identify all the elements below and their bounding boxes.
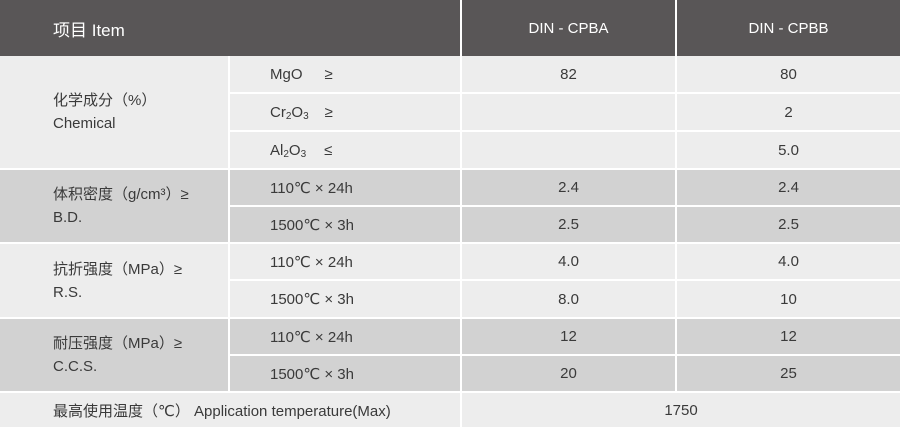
- formula-o: O: [288, 141, 301, 159]
- value-cpbb: 5.0: [677, 132, 900, 168]
- group-label-cn: 耐压强度（MPa）≥: [53, 335, 183, 352]
- value-cpbb: 80: [677, 56, 900, 92]
- value-cpba: [462, 132, 675, 168]
- header-col-cpba: DIN - CPBA: [462, 0, 675, 56]
- value-cpba: 12: [462, 319, 675, 354]
- operator: ≥: [324, 103, 333, 121]
- value-cpba: 2.5: [462, 207, 675, 242]
- value-cpbb: 2: [677, 94, 900, 130]
- value-cpba: 2.4: [462, 170, 675, 205]
- value-cpba: 82: [462, 56, 675, 92]
- value-cpbb: 4.0: [677, 244, 900, 279]
- value-cpbb: 2.5: [677, 207, 900, 242]
- condition-cell: 1500℃ × 3h: [230, 207, 460, 242]
- condition-cell: 110℃ × 24h: [230, 170, 460, 205]
- subscript: 3: [300, 148, 307, 160]
- condition-cell: 110℃ × 24h: [230, 319, 460, 354]
- value-cpba: [462, 94, 675, 130]
- condition-cell: Al 2 O 3 ≤: [230, 132, 460, 168]
- group-label-chemical: 化学成分（%） Chemical: [0, 56, 228, 168]
- group-label-cn: 化学成分（%）: [53, 92, 157, 109]
- value-cpba: 20: [462, 356, 675, 391]
- condition-cell: 110℃ × 24h: [230, 244, 460, 279]
- footer-label: 最高使用温度（℃） Application temperature(Max): [0, 393, 460, 427]
- header-col-cpbb: DIN - CPBB: [677, 0, 900, 56]
- condition-cell: 1500℃ × 3h: [230, 281, 460, 317]
- group-label-en: B.D.: [53, 209, 83, 226]
- group-label-rs: 抗折强度（MPa）≥ R.S.: [0, 244, 228, 317]
- condition-cell: 1500℃ × 3h: [230, 356, 460, 391]
- value-cpbb: 12: [677, 319, 900, 354]
- formula-cr: Cr: [270, 103, 286, 121]
- value-cpbb: 25: [677, 356, 900, 391]
- group-label-bd: 体积密度（g/cm³）≥ B.D.: [0, 170, 228, 242]
- footer-value: 1750: [462, 393, 900, 427]
- condition-cell: MgO ≥: [230, 56, 460, 92]
- value-cpba: 8.0: [462, 281, 675, 317]
- formula-mgo: MgO: [270, 65, 303, 83]
- condition-cell: Cr 2 O 3 ≥: [230, 94, 460, 130]
- value-cpbb: 2.4: [677, 170, 900, 205]
- group-label-cn: 抗折强度（MPa）≥: [53, 260, 183, 278]
- value-cpbb: 10: [677, 281, 900, 317]
- subscript: 3: [303, 110, 309, 122]
- subscript: 2: [283, 148, 289, 160]
- group-label-ccs: 耐压强度（MPa）≥ C.C.S.: [0, 319, 228, 391]
- operator: ≥: [324, 65, 333, 83]
- group-label-en: Chemical: [53, 115, 116, 132]
- formula-al: Al: [270, 141, 284, 159]
- group-label-cn: 体积密度（g/cm³）≥: [53, 186, 189, 203]
- group-label-en: R.S.: [53, 283, 83, 301]
- value-cpba: 4.0: [462, 244, 675, 279]
- operator: ≤: [324, 141, 333, 159]
- formula-o: O: [291, 103, 304, 121]
- subscript: 2: [285, 110, 292, 122]
- header-item: 项目 Item: [0, 0, 460, 56]
- group-label-en: C.C.S.: [53, 358, 98, 375]
